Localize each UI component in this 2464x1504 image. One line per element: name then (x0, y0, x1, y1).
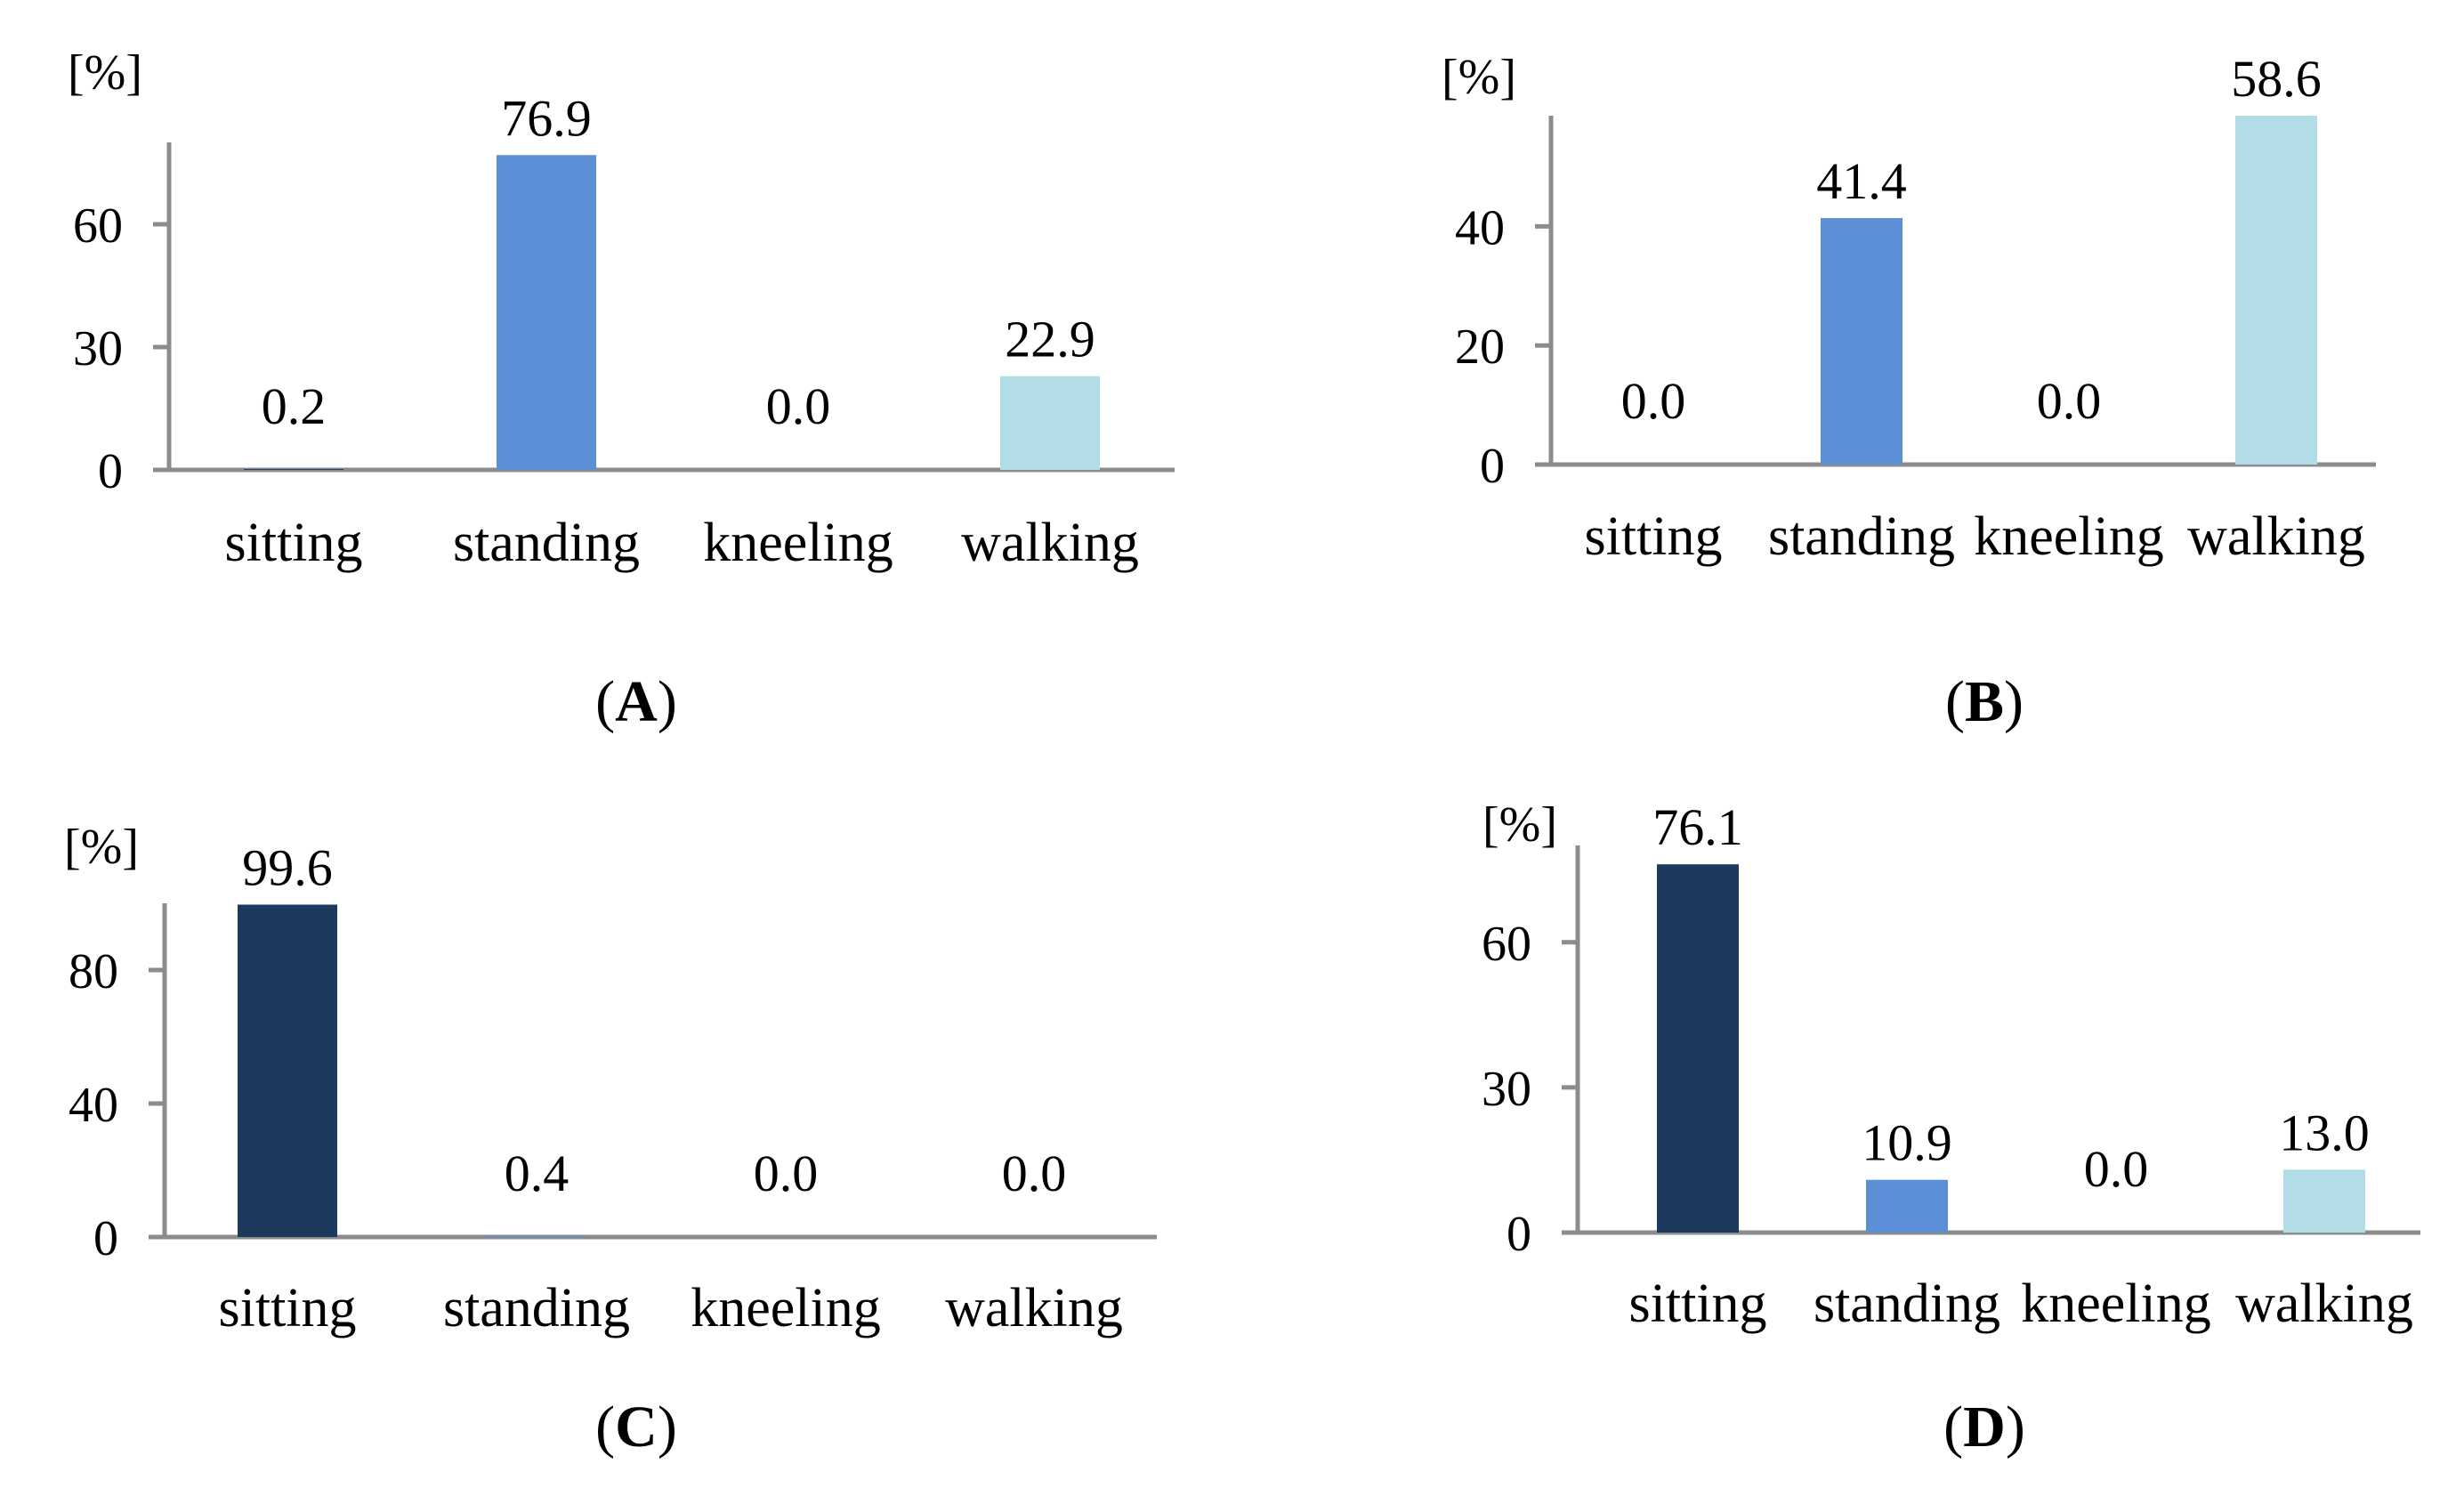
y-tick-label: 40 (69, 1078, 118, 1133)
panel-letter: D (1963, 1395, 2006, 1460)
value-label-kneeling: 0.0 (2037, 372, 2102, 430)
y-tick-label: 0 (1507, 1207, 1531, 1262)
value-label-sitting: 76.1 (1652, 798, 1743, 856)
y-tick-label: 30 (1482, 1062, 1531, 1117)
chart-panel-c: [%] 0 40 80 99.6 sitting 0.4 standing 0.0 kneelin… (64, 820, 1157, 1460)
category-label-standing: standing (453, 513, 640, 573)
category-label-walking: walking (2187, 506, 2365, 567)
value-label-walking: 0.0 (1002, 1144, 1067, 1202)
value-label-sitting: 0.2 (262, 377, 327, 435)
y-tick-label: 20 (1455, 319, 1505, 375)
y-tick-label: 60 (73, 198, 123, 254)
bar-sitting (238, 904, 337, 1237)
value-label-standing: 76.9 (501, 89, 592, 147)
chart-panel-b: [%] 0 20 40 0.0 sitting 41.4 standing 0.0 kneelin… (1442, 50, 2376, 734)
value-label-kneeling: 0.0 (766, 377, 831, 435)
value-label-sitting: 99.6 (242, 839, 333, 897)
value-label-standing: 0.4 (505, 1144, 570, 1202)
category-label-walking: walking (945, 1278, 1123, 1338)
y-tick-label: 80 (69, 944, 118, 999)
y-unit-label: [%] (1482, 797, 1557, 853)
y-tick-label: 40 (1455, 200, 1505, 255)
value-label-kneeling: 0.0 (2084, 1140, 2149, 1198)
category-label-kneeling: kneeling (691, 1278, 881, 1338)
value-label-sitting: 0.0 (1621, 372, 1686, 430)
category-label-kneeling: kneeling (1974, 506, 2164, 567)
value-label-standing: 10.9 (1862, 1114, 1952, 1172)
panel-letter: B (1965, 669, 2004, 734)
category-label-kneeling: kneeling (703, 513, 893, 573)
panel-letter: C (615, 1395, 658, 1460)
panel-caption: (A) (595, 669, 677, 734)
value-label-walking: 22.9 (1005, 311, 1095, 368)
bar-standing (1821, 218, 1903, 465)
bar-walking (2283, 1169, 2365, 1233)
bar-sitting (244, 469, 343, 470)
chart-panel-a: [%] 0 30 60 0.2 sitting 76.9 standing 0.0 kneelin… (68, 45, 1175, 734)
value-label-standing: 41.4 (1816, 152, 1907, 210)
category-label-walking: walking (961, 513, 1139, 573)
category-label-sitting: sitting (1628, 1274, 1766, 1334)
category-label-standing: standing (1814, 1274, 2000, 1334)
y-tick-label: 0 (93, 1211, 118, 1266)
y-tick-label: 30 (73, 321, 123, 376)
y-tick-label: 0 (1480, 439, 1505, 494)
y-unit-label: [%] (1442, 50, 1516, 105)
category-label-sitting: sitting (224, 513, 362, 573)
value-label-kneeling: 0.0 (754, 1144, 819, 1202)
category-label-standing: standing (1768, 506, 1955, 567)
value-label-walking: 13.0 (2279, 1104, 2370, 1161)
y-unit-label: [%] (64, 820, 139, 875)
bar-walking (1000, 376, 1100, 470)
bar-standing (497, 155, 596, 470)
bar-sitting (1657, 864, 1739, 1233)
bar-walking (2235, 116, 2317, 465)
y-tick-label: 0 (98, 444, 123, 499)
category-label-kneeling: kneeling (2021, 1274, 2211, 1334)
category-label-sitting: sitting (218, 1278, 356, 1338)
bar-standing (1866, 1179, 1948, 1233)
category-label-walking: walking (2235, 1274, 2413, 1334)
panel-letter: A (615, 669, 658, 734)
y-tick-label: 60 (1482, 917, 1531, 972)
bar-standing (487, 1235, 586, 1237)
chart-panel-d: [%] 0 30 60 76.1 sitting 10.9 standing 0.0 kneeli… (1482, 797, 2420, 1460)
category-label-sitting: sitting (1584, 506, 1722, 567)
panel-caption: (D) (1943, 1395, 2025, 1460)
category-label-standing: standing (443, 1278, 630, 1338)
value-label-walking: 58.6 (2231, 50, 2322, 108)
y-unit-label: [%] (68, 45, 142, 101)
panel-caption: (C) (595, 1395, 677, 1460)
panel-caption: (B) (1945, 669, 2024, 734)
